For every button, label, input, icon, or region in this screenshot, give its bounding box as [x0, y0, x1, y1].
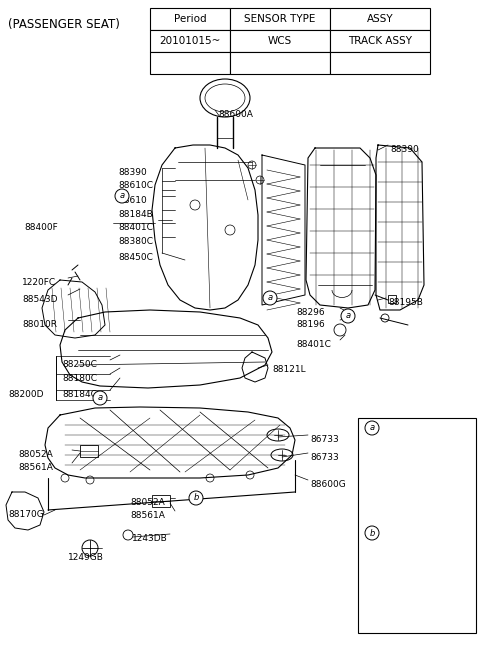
Circle shape: [206, 474, 214, 482]
Text: 88450C: 88450C: [118, 253, 153, 262]
Bar: [380, 555, 435, 605]
Text: (PASSENGER SEAT): (PASSENGER SEAT): [8, 18, 120, 31]
Text: 88052A: 88052A: [18, 450, 53, 459]
Circle shape: [365, 526, 379, 540]
Text: 88195B: 88195B: [388, 298, 423, 307]
Circle shape: [263, 291, 277, 305]
Text: 88196: 88196: [296, 320, 325, 329]
Text: 86733: 86733: [310, 453, 339, 462]
Text: 88052A: 88052A: [130, 498, 165, 507]
Text: 88401C: 88401C: [118, 223, 153, 232]
Bar: [330, 30, 430, 52]
Text: 88561A: 88561A: [130, 511, 165, 520]
Circle shape: [86, 476, 94, 484]
Text: 1249GB: 1249GB: [68, 553, 104, 562]
Text: 88390: 88390: [390, 145, 419, 154]
Ellipse shape: [267, 429, 289, 441]
Circle shape: [225, 225, 235, 235]
Text: 88296: 88296: [296, 308, 324, 317]
Text: b: b: [369, 529, 375, 538]
Bar: [390, 547, 425, 555]
Bar: [330, 8, 430, 30]
Circle shape: [256, 176, 264, 184]
Bar: [230, 8, 330, 30]
Text: WCS: WCS: [268, 36, 292, 46]
Text: 20101015~: 20101015~: [159, 36, 221, 46]
Ellipse shape: [200, 79, 250, 117]
Bar: [150, 52, 230, 74]
Bar: [358, 418, 476, 633]
Text: 88010R: 88010R: [22, 320, 57, 329]
Text: 88184B: 88184B: [118, 210, 153, 219]
Ellipse shape: [271, 449, 293, 461]
Circle shape: [334, 324, 346, 336]
Bar: [230, 30, 330, 52]
Text: 88121L: 88121L: [272, 365, 306, 374]
Text: 88610C: 88610C: [118, 181, 153, 190]
Text: 88600A: 88600A: [218, 110, 253, 119]
Text: 88600G: 88600G: [310, 480, 346, 489]
Circle shape: [82, 540, 98, 556]
Bar: [230, 52, 330, 74]
Text: 88561A: 88561A: [18, 463, 53, 472]
Text: 88401C: 88401C: [296, 340, 331, 349]
Text: 86733: 86733: [310, 435, 339, 444]
Bar: [330, 52, 430, 74]
Circle shape: [123, 530, 133, 540]
Text: ASSY: ASSY: [367, 14, 393, 24]
Text: 88170G: 88170G: [8, 510, 44, 519]
Bar: [152, 495, 170, 507]
Text: 88380C: 88380C: [118, 237, 153, 246]
Text: 88200D: 88200D: [8, 390, 44, 399]
Text: a: a: [267, 293, 273, 303]
Circle shape: [115, 189, 129, 203]
Bar: [150, 8, 230, 30]
Text: TRACK ASSY: TRACK ASSY: [348, 36, 412, 46]
Text: 88180C: 88180C: [62, 374, 97, 383]
Text: a: a: [370, 424, 374, 432]
Text: 88390: 88390: [118, 168, 147, 177]
Circle shape: [248, 161, 256, 169]
Circle shape: [365, 421, 379, 435]
Text: 88627: 88627: [392, 423, 425, 433]
Circle shape: [189, 491, 203, 505]
Text: a: a: [346, 312, 350, 320]
Circle shape: [246, 471, 254, 479]
Text: 88250C: 88250C: [62, 360, 97, 369]
Text: 88509A: 88509A: [392, 528, 432, 538]
Text: 88543D: 88543D: [22, 295, 58, 304]
Bar: [80, 445, 98, 457]
Circle shape: [190, 200, 200, 210]
Bar: [150, 30, 230, 52]
Text: SENSOR TYPE: SENSOR TYPE: [244, 14, 316, 24]
Text: a: a: [120, 191, 125, 200]
Text: 1243DB: 1243DB: [132, 534, 168, 543]
Text: 88610: 88610: [118, 196, 147, 205]
Text: Period: Period: [174, 14, 206, 24]
Bar: [388, 295, 396, 303]
Circle shape: [341, 309, 355, 323]
Circle shape: [381, 314, 389, 322]
Circle shape: [61, 474, 69, 482]
Text: 88400F: 88400F: [24, 223, 58, 232]
Text: b: b: [193, 493, 199, 502]
Circle shape: [93, 391, 107, 405]
Text: 1220FC: 1220FC: [22, 278, 56, 287]
Text: a: a: [97, 394, 103, 403]
Text: 88184C: 88184C: [62, 390, 97, 399]
